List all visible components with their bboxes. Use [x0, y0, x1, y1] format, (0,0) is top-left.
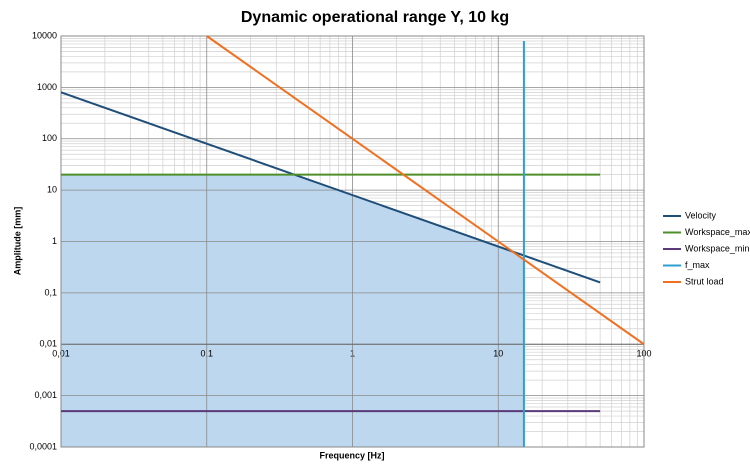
y-tick-label: 0,001: [34, 390, 57, 400]
y-tick-label: 0,1: [44, 287, 57, 297]
legend-label: Workspace_min: [685, 243, 749, 253]
legend-label: f_max: [685, 260, 710, 270]
series-line: [206, 35, 645, 346]
legend-label: Workspace_max: [685, 227, 750, 237]
y-axis-title: Amplitude [mm]: [12, 207, 22, 276]
y-tick-label: 10: [47, 185, 57, 195]
plot-border: [60, 35, 645, 448]
legend-label: Strut load: [685, 276, 724, 286]
y-tick-label: 0,0001: [29, 441, 57, 451]
chart-title: Dynamic operational range Y, 10 kg: [241, 9, 509, 26]
x-axis-title: Frequency [Hz]: [319, 450, 384, 460]
legend-label: Velocity: [685, 210, 717, 220]
y-tick-label: 1000: [37, 82, 57, 92]
y-tick-label: 0,01: [39, 339, 57, 349]
y-tick-label: 10000: [32, 30, 57, 40]
operating-area: [61, 174, 524, 447]
y-tick-label: 1: [52, 236, 57, 246]
y-tick-label: 100: [42, 133, 57, 143]
